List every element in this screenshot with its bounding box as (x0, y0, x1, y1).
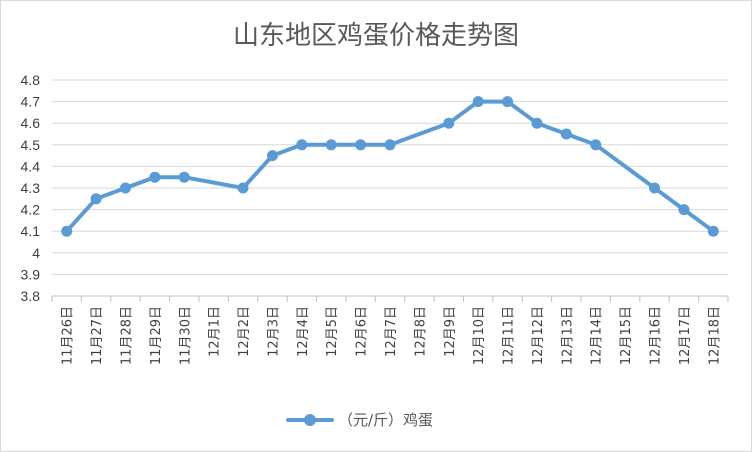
x-tick-label: 12月7日 (384, 306, 399, 357)
data-point (502, 96, 514, 108)
x-tick-label: 12月15日 (619, 306, 634, 365)
x-tick-label: 12月16日 (649, 306, 664, 365)
data-point (355, 139, 367, 151)
x-tick-label: 12月2日 (237, 306, 252, 357)
legend: （元/斤）鸡蛋 (286, 411, 433, 429)
data-point (531, 117, 543, 129)
series-layer (61, 96, 719, 237)
data-point (266, 150, 278, 162)
y-tick-label: 3.8 (21, 288, 41, 304)
legend-label: （元/斤）鸡蛋 (338, 411, 433, 429)
legend-marker-swatch (304, 414, 316, 426)
data-point (149, 171, 161, 183)
x-tick-label: 12月13日 (560, 306, 575, 365)
chart-title: 山东地区鸡蛋价格走势图 (233, 21, 519, 51)
y-tick-label: 4.3 (21, 180, 41, 196)
y-tick-label: 4.5 (21, 137, 41, 153)
data-point (296, 139, 308, 151)
x-tick-label: 11月28日 (119, 306, 134, 365)
x-tick-label: 12月11日 (502, 306, 517, 365)
data-point (325, 139, 337, 151)
data-point (119, 182, 131, 194)
y-tick-label: 4.7 (21, 94, 41, 110)
x-tick-label: 12月6日 (355, 306, 370, 357)
data-point (678, 204, 690, 216)
x-tick-label: 12月14日 (590, 306, 605, 365)
y-tick-label: 3.9 (21, 266, 41, 282)
data-point (443, 117, 455, 129)
x-tick-label: 12月4日 (296, 306, 311, 357)
x-tick-label: 11月27日 (90, 306, 105, 365)
data-point (649, 182, 661, 194)
y-axis-ticks: 3.8 3.9 4 4.1 4.2 4.3 4.4 4.5 4.6 4.7 4.8 (21, 72, 41, 304)
data-point (560, 128, 572, 140)
x-axis: 11月26日 11月27日 11月28日 11月29日 11月30日 12月1日 12月2日… (51, 296, 729, 365)
x-tick-label: 12月17日 (678, 306, 693, 365)
y-tick-label: 4.6 (21, 115, 41, 131)
x-tick-label: 11月26日 (61, 306, 76, 365)
x-tick-label: 12月3日 (266, 306, 281, 357)
x-tick-label: 11月30日 (178, 306, 193, 365)
x-tick-label: 12月8日 (413, 306, 428, 357)
data-point (707, 225, 719, 237)
x-tick-label: 12月10日 (472, 306, 487, 365)
x-tick-label: 12月12日 (531, 306, 546, 365)
data-point (178, 171, 190, 183)
grid-lines (52, 79, 728, 297)
y-tick-label: 4.4 (21, 158, 41, 174)
data-point (237, 182, 249, 194)
data-point (590, 139, 602, 151)
y-tick-label: 4.8 (21, 72, 41, 88)
data-point (90, 193, 102, 205)
data-point (472, 96, 484, 108)
data-point (384, 139, 396, 151)
y-tick-label: 4.1 (21, 223, 41, 239)
data-point (61, 225, 73, 237)
x-tick-label: 12月18日 (707, 306, 722, 365)
y-tick-label: 4 (32, 245, 40, 261)
x-tick-label: 12月9日 (443, 306, 458, 357)
x-tick-label: 12月1日 (208, 306, 223, 357)
y-tick-label: 4.2 (21, 202, 41, 218)
x-tick-label: 12月5日 (325, 306, 340, 357)
x-tick-label: 11月29日 (149, 306, 164, 365)
